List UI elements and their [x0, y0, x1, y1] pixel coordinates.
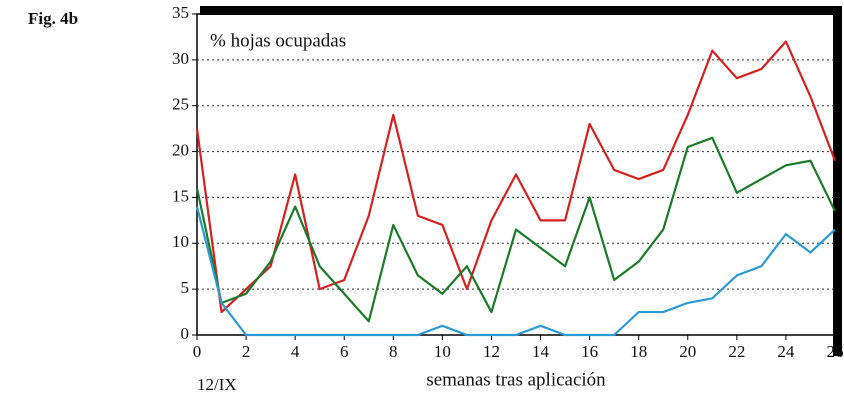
y-tick-label: 0	[181, 324, 190, 343]
y-tick-label: 5	[181, 278, 190, 297]
frame-shadow-right	[833, 6, 842, 356]
x-tick-label: 18	[630, 342, 647, 361]
x-tick-label: 0	[193, 342, 202, 361]
x-tick-label: 4	[291, 342, 300, 361]
y-tick-label: 25	[172, 95, 189, 114]
x-tick-label: 12	[483, 342, 500, 361]
x-tick-label: 2	[242, 342, 251, 361]
series-line	[195, 136, 836, 323]
x-tick-label: 8	[389, 342, 398, 361]
x-tick-label: 26	[827, 342, 844, 361]
figure-label: Fig. 4b	[28, 9, 78, 28]
x-tick-label: 16	[581, 342, 598, 361]
x-tick-label: 20	[679, 342, 696, 361]
x-annotation: 12/IX	[197, 375, 237, 394]
x-tick-label: 10	[434, 342, 451, 361]
frame-shadow-top	[200, 6, 842, 15]
x-tick-label: 6	[340, 342, 349, 361]
x-tick-label: 24	[777, 342, 795, 361]
y-tick-label: 20	[172, 140, 189, 159]
series-line	[195, 40, 837, 314]
x-tick-label: 14	[532, 342, 550, 361]
x-axis-label: semanas tras aplicación	[426, 369, 606, 390]
x-tick-label: 22	[728, 342, 745, 361]
y-tick-label: 35	[172, 3, 189, 22]
y-tick-label: 15	[172, 186, 189, 205]
chart-title: % hojas ocupadas	[210, 30, 346, 51]
y-tick-label: 30	[172, 49, 189, 68]
series-line	[195, 206, 836, 337]
y-tick-label: 10	[172, 232, 189, 251]
